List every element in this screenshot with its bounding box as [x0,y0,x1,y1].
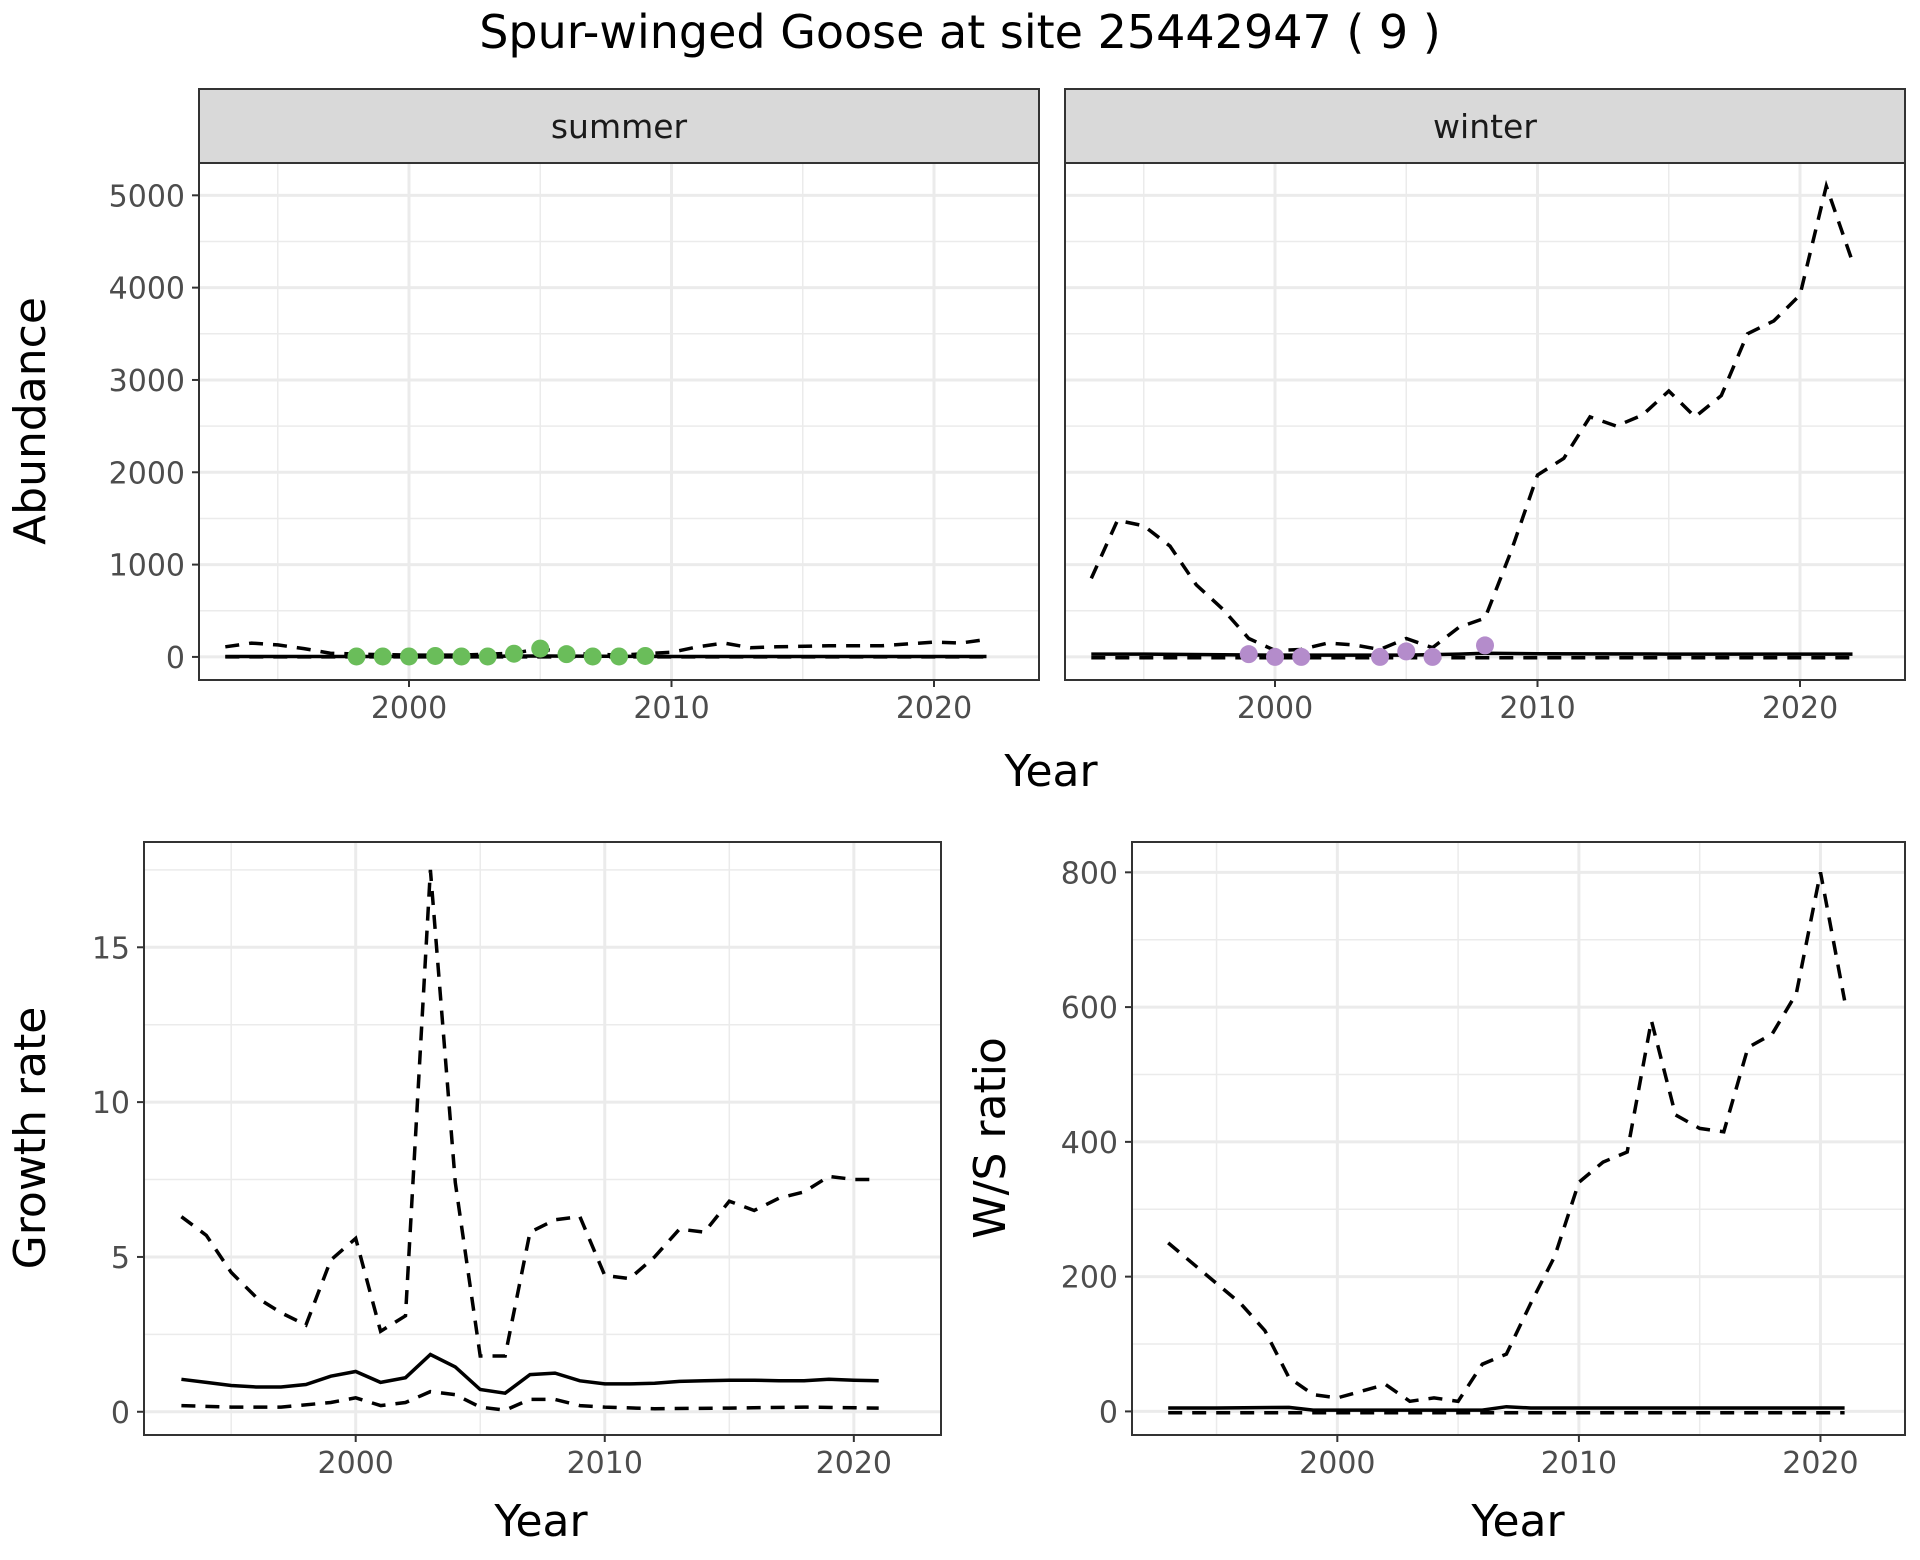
series-line-ratio-upper [1167,871,1847,1404]
y-tick-label: 400 [1061,1126,1118,1161]
y-axis-title-ratio: W/S ratio [965,1037,1016,1239]
panel-border [1131,841,1906,1436]
data-point-winter-2001 [1292,647,1311,666]
y-tick-label: 600 [1061,991,1118,1026]
data-point-summer-2005 [531,639,550,658]
data-point-summer-2009 [636,646,655,665]
y-tick-label: 0 [1099,1395,1118,1430]
panel-background [144,842,941,1435]
x-axis-title-growth: Year [493,1496,588,1547]
x-tick-label: 2010 [1541,1446,1617,1481]
data-point-summer-2007 [583,647,602,666]
x-tick-label: 2020 [896,691,972,726]
x-tick-label: 2020 [1762,691,1838,726]
data-point-winter-2004 [1371,647,1389,666]
x-tick-label: 2000 [371,691,447,726]
y-tick-label: 4000 [109,272,185,307]
y-tick-label: 3000 [109,364,185,399]
data-point-winter-2008 [1476,636,1494,655]
panel-background [199,163,1039,680]
x-tick-label: 2000 [318,1446,394,1481]
facet-strip-winter [1064,88,1906,164]
data-point-summer-2002 [452,647,471,666]
y-tick-label: 1000 [109,549,185,584]
x-axis-title-abundance: Year [1003,746,1098,797]
series-line-growth-mean [181,1352,879,1396]
panel-winter: winter 2000 2010 2020 [1064,88,1906,726]
data-point-summer-1998 [347,647,366,666]
data-point-summer-2008 [610,647,628,666]
x-tick-label: 2020 [1782,1446,1858,1481]
y-tick-label: 10 [92,1086,130,1121]
x-tick-label: 2000 [1237,691,1313,726]
panel-growth: 2000 2010 2020 0 5 10 15 Growth rate Year [5,841,942,1547]
x-tick-label: 2010 [1499,691,1575,726]
figure-title: Spur-winged Goose at site 25442947 ( 9 ) [479,5,1441,59]
series-line-growth-lower [181,1389,879,1412]
data-point-winter-1999 [1239,645,1258,664]
y-tick-label: 2000 [109,456,185,491]
y-tick-label: 0 [166,641,185,676]
data-point-winter-2000 [1266,647,1284,666]
panel-border [143,841,942,1436]
panel-background [1065,163,1905,680]
y-axis-title-growth: Growth rate [5,1007,56,1270]
data-point-winter-2006 [1423,647,1442,666]
y-axis-title-summer: Abundance [5,297,56,545]
data-point-summer-2006 [557,645,576,664]
series-line-ratio-mean [1168,1404,1845,1412]
series-line-winter-mean [1091,651,1853,657]
x-tick-label: 2010 [633,691,709,726]
facet-strip-summer [198,88,1040,164]
x-tick-label: 2000 [1299,1446,1375,1481]
y-tick-label: 0 [111,1396,130,1431]
data-point-summer-2000 [400,647,418,666]
y-tick-label: 5 [111,1241,130,1276]
y-tick-label: 5000 [109,179,185,214]
x-tick-label: 2010 [567,1446,643,1481]
data-point-summer-2004 [505,644,523,663]
x-tick-label: 2020 [816,1446,892,1481]
panel-background [1132,842,1905,1435]
data-point-summer-1999 [373,647,392,666]
y-tick-label: 200 [1061,1261,1118,1296]
data-point-winter-2005 [1397,642,1416,661]
series-line-winter-upper [1089,179,1855,653]
y-tick-label: 800 [1061,856,1118,891]
panel-summer: summer 2000 2010 2020 0 1000 2000 3000 4000 5000 A… [5,88,1040,726]
data-point-summer-2001 [426,646,445,665]
facet-label-summer: summer [551,107,688,146]
y-tick-label: 15 [92,931,130,966]
data-point-summer-2003 [478,647,497,666]
facet-label-winter: winter [1433,107,1537,146]
series-line-summer-mean [225,654,987,659]
x-axis-title-ratio: Year [1470,1496,1565,1547]
panel-ratio: 2000 2010 2020 0 200 400 600 800 W/S ratio Year [965,841,1906,1547]
